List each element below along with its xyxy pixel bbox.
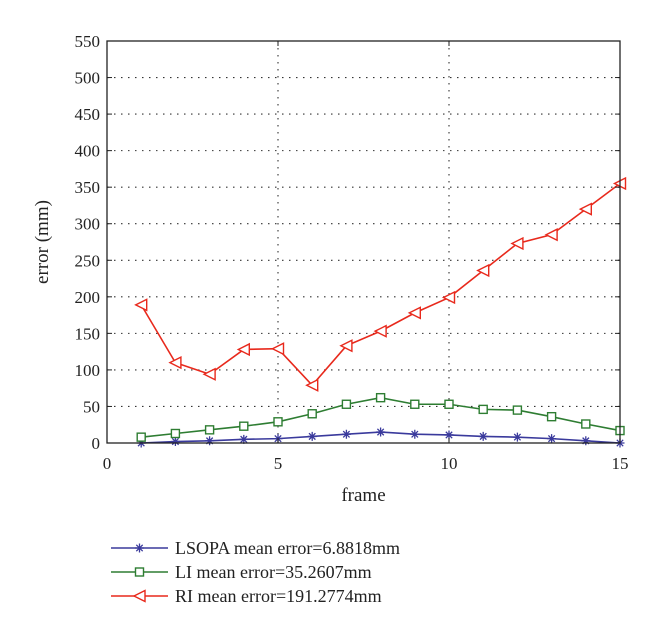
series-1-point-1 (170, 428, 181, 439)
series-0-point-7 (376, 427, 386, 437)
y-tick-label-1: 50 (83, 397, 100, 416)
y-axis-label: error (mm) (32, 200, 53, 284)
legend-item-0: LSOPA mean error=6.8818mm (111, 538, 400, 558)
series-2-point-10 (476, 263, 490, 278)
x-tick-label-3: 15 (612, 454, 629, 473)
series-1-point-10 (478, 404, 488, 415)
y-tick-label-5: 250 (75, 251, 101, 270)
series-1-point-7 (375, 392, 386, 403)
series-0-point-13 (581, 436, 591, 446)
series-line-2 (140, 182, 621, 387)
legend-marker-0 (135, 543, 144, 553)
y-tick-label-10: 500 (75, 69, 101, 88)
y-tick-label-9: 450 (75, 105, 101, 124)
series-0-point-1 (170, 437, 180, 447)
series-group (134, 176, 627, 448)
series-2-point-7 (373, 324, 387, 338)
series-2-point-0 (134, 298, 148, 312)
x-tick-label-1: 5 (274, 454, 283, 473)
legend-label-1: LI mean error=35.2607mm (175, 562, 372, 582)
y-tick-label-3: 150 (75, 324, 101, 343)
series-2-point-6 (339, 339, 353, 353)
y-tick-label-7: 350 (75, 178, 101, 197)
series-0-point-6 (341, 429, 351, 439)
series-0-point-8 (410, 429, 420, 439)
legend-label-0: LSOPA mean error=6.8818mm (175, 538, 400, 558)
legend-item-1: LI mean error=35.2607mm (111, 562, 372, 582)
series-0-point-3 (239, 434, 249, 444)
y-tick-label-6: 300 (75, 215, 101, 234)
series-0-point-12 (547, 434, 557, 444)
series-2-point-5 (305, 378, 319, 392)
axis-ticks: 0 50 100 150 200 250 300 350 400 450 500 550 0 5 10 15 (75, 32, 629, 473)
series-1-point-2 (204, 425, 215, 435)
series-1-point-6 (341, 399, 352, 409)
series-1-point-9 (444, 399, 454, 409)
series-0-point-2 (205, 436, 215, 446)
grid-lines (107, 41, 620, 443)
legend: LSOPA mean error=6.8818mm LI mean error=3… (111, 538, 400, 606)
y-tick-label-4: 200 (75, 288, 101, 307)
legend-marker-1 (134, 567, 145, 577)
series-1-point-13 (581, 419, 591, 429)
series-2-point-3 (236, 342, 250, 357)
y-tick-label-8: 400 (75, 142, 101, 161)
series-1-point-4 (273, 417, 283, 427)
legend-label-2: RI mean error=191.2774mm (175, 586, 382, 606)
series-2-point-13 (578, 202, 592, 216)
y-tick-label-2: 100 (75, 361, 101, 380)
series-2-point-1 (168, 355, 182, 370)
y-tick-label-0: 0 (92, 434, 101, 453)
series-2-point-2 (202, 367, 216, 381)
series-2-point-4 (270, 342, 285, 356)
series-1-point-12 (546, 411, 557, 422)
x-axis-label: frame (341, 485, 385, 506)
x-tick-label-0: 0 (103, 454, 112, 473)
series-0-point-11 (512, 432, 522, 442)
series-2-point-11 (510, 236, 524, 251)
series-0-point-10 (478, 431, 488, 441)
series-1-point-5 (307, 409, 317, 419)
legend-marker-2 (132, 589, 146, 603)
series-0-point-9 (444, 430, 454, 440)
series-1-point-3 (239, 421, 249, 431)
series-2 (134, 176, 627, 392)
series-2-point-12 (544, 228, 558, 242)
series-0-point-5 (307, 431, 317, 441)
y-tick-label-11: 550 (75, 32, 101, 51)
series-1-point-0 (136, 432, 146, 442)
series-1-point-8 (410, 399, 420, 409)
series-1-point-11 (512, 405, 523, 415)
plot-area-frame (106, 40, 621, 444)
x-tick-label-2: 10 (441, 454, 458, 473)
legend-item-2: RI mean error=191.2774mm (111, 586, 382, 606)
series-2-point-9 (441, 290, 456, 305)
series-2-point-8 (407, 306, 421, 320)
